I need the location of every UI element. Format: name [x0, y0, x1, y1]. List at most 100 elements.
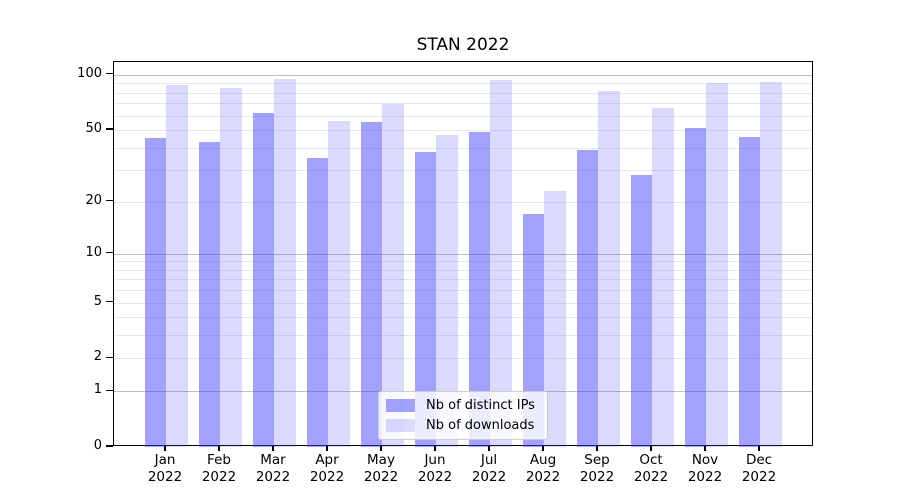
y-axis-tick: [106, 389, 113, 391]
plot-area: [113, 61, 813, 447]
minor-gridline: [114, 147, 812, 149]
major-gridline: [114, 253, 812, 255]
x-axis-tick-label-line: Nov: [691, 452, 719, 468]
bar-distinct-ips: [684, 128, 706, 447]
minor-gridline: [114, 317, 812, 319]
major-gridline: [114, 74, 812, 76]
chart-title: STAN 2022: [416, 35, 510, 55]
bar-downloads: [436, 134, 458, 447]
x-axis-tick-label-line: Oct: [639, 452, 663, 468]
bar-distinct-ips: [522, 213, 544, 447]
y-axis-tick-label: 1: [93, 382, 102, 398]
x-axis-tick-label-line: 2022: [633, 469, 669, 485]
legend: Nb of distinct IPs Nb of downloads: [378, 391, 548, 440]
bar-downloads: [706, 83, 728, 447]
x-axis-tick: [596, 446, 598, 451]
y-axis-tick: [106, 199, 113, 202]
x-axis-tick-label-line: Jan: [154, 452, 176, 468]
minor-gridline: [114, 290, 812, 292]
bar-distinct-ips: [738, 136, 760, 447]
minor-gridline: [114, 279, 812, 281]
minor-gridline: [114, 302, 812, 304]
bar-distinct-ips: [144, 138, 166, 447]
legend-entry: Nb of downloads: [386, 417, 535, 434]
x-axis-tick-label-line: Dec: [745, 452, 773, 468]
x-axis-tick: [434, 446, 436, 451]
x-axis-tick-label: Dec 2022: [731, 452, 787, 486]
x-axis-tick: [650, 446, 652, 451]
y-axis-tick-label: 2: [93, 349, 102, 365]
x-axis-tick-label-line: Mar: [260, 452, 286, 468]
minor-gridline: [114, 129, 812, 131]
minor-gridline: [114, 269, 812, 271]
x-axis-tick-label-line: 2022: [255, 469, 291, 485]
y-axis-tick-label: 50: [85, 120, 102, 136]
x-axis-tick-label-line: 2022: [147, 469, 183, 485]
bar-downloads: [220, 87, 242, 447]
x-axis-tick-label: Feb 2022: [191, 452, 247, 486]
legend-label: Nb of distinct IPs: [426, 398, 535, 413]
x-axis-tick-label: Oct 2022: [623, 452, 679, 486]
bar-downloads: [274, 78, 296, 447]
y-axis-tick-label: 100: [77, 65, 102, 81]
x-axis-tick-label-line: 2022: [417, 469, 453, 485]
x-axis-tick-label: Aug 2022: [515, 452, 571, 486]
minor-gridline: [114, 115, 812, 117]
x-axis-tick: [542, 446, 544, 451]
y-axis-tick-label: 20: [85, 192, 102, 208]
x-axis-tick: [488, 446, 490, 451]
y-axis-tick-label: 0: [93, 438, 102, 453]
x-axis-tick-label: Sep 2022: [569, 452, 625, 486]
bar-distinct-ips: [252, 112, 274, 447]
bar-distinct-ips: [306, 158, 328, 447]
bar-downloads: [166, 85, 188, 447]
x-axis-tick: [164, 446, 166, 451]
x-axis-tick-label-line: 2022: [201, 469, 237, 485]
y-axis-tick: [106, 300, 113, 303]
y-axis-tick: [106, 356, 113, 358]
bar-downloads: [652, 107, 674, 447]
bar-downloads: [598, 90, 620, 447]
x-axis-tick-label-line: May: [367, 452, 395, 468]
legend-entry: Nb of distinct IPs: [386, 397, 535, 414]
bar-distinct-ips: [414, 151, 436, 447]
minor-gridline: [114, 201, 812, 203]
minor-gridline: [114, 358, 812, 360]
y-axis-tick: [106, 252, 113, 254]
minor-gridline: [114, 335, 812, 337]
x-axis-tick-label-line: 2022: [525, 469, 561, 485]
minor-gridline: [114, 261, 812, 263]
x-axis-tick: [218, 446, 220, 451]
x-axis-tick-label-line: Sep: [584, 452, 610, 468]
bar-distinct-ips: [576, 149, 598, 447]
bar-downloads: [760, 81, 782, 447]
x-axis-tick-label-line: Apr: [315, 452, 339, 468]
bar-downloads: [544, 190, 566, 447]
x-axis-tick-label-line: 2022: [579, 469, 615, 485]
minor-gridline: [114, 103, 812, 105]
y-axis-tick-label: 10: [85, 244, 102, 260]
legend-swatch-distinct-ips: [386, 399, 415, 412]
y-axis-tick-label: 5: [93, 293, 102, 309]
bar-downloads: [328, 121, 350, 447]
x-axis-tick: [326, 446, 328, 451]
x-axis-tick-label: Nov 2022: [677, 452, 733, 486]
x-axis-tick-label: May 2022: [353, 452, 409, 486]
x-axis-tick-label: Jun 2022: [407, 452, 463, 486]
x-axis-tick-label-line: Aug: [529, 452, 557, 468]
y-axis-tick: [106, 445, 113, 447]
minor-gridline: [114, 92, 812, 94]
x-axis-tick-label-line: 2022: [471, 469, 507, 485]
x-axis-tick-label: Apr 2022: [299, 452, 355, 486]
x-axis-tick: [272, 446, 274, 451]
x-axis-tick-label-line: Jun: [424, 452, 446, 468]
x-axis-tick: [758, 446, 760, 451]
bar-distinct-ips: [360, 122, 382, 447]
x-axis-tick-label-line: 2022: [687, 469, 723, 485]
y-axis-tick: [106, 128, 113, 130]
x-axis-tick-label-line: Jul: [480, 452, 498, 468]
x-axis-tick-label-line: 2022: [363, 469, 399, 485]
bar-distinct-ips: [198, 141, 220, 447]
x-axis-tick-label: Jan 2022: [137, 452, 193, 486]
